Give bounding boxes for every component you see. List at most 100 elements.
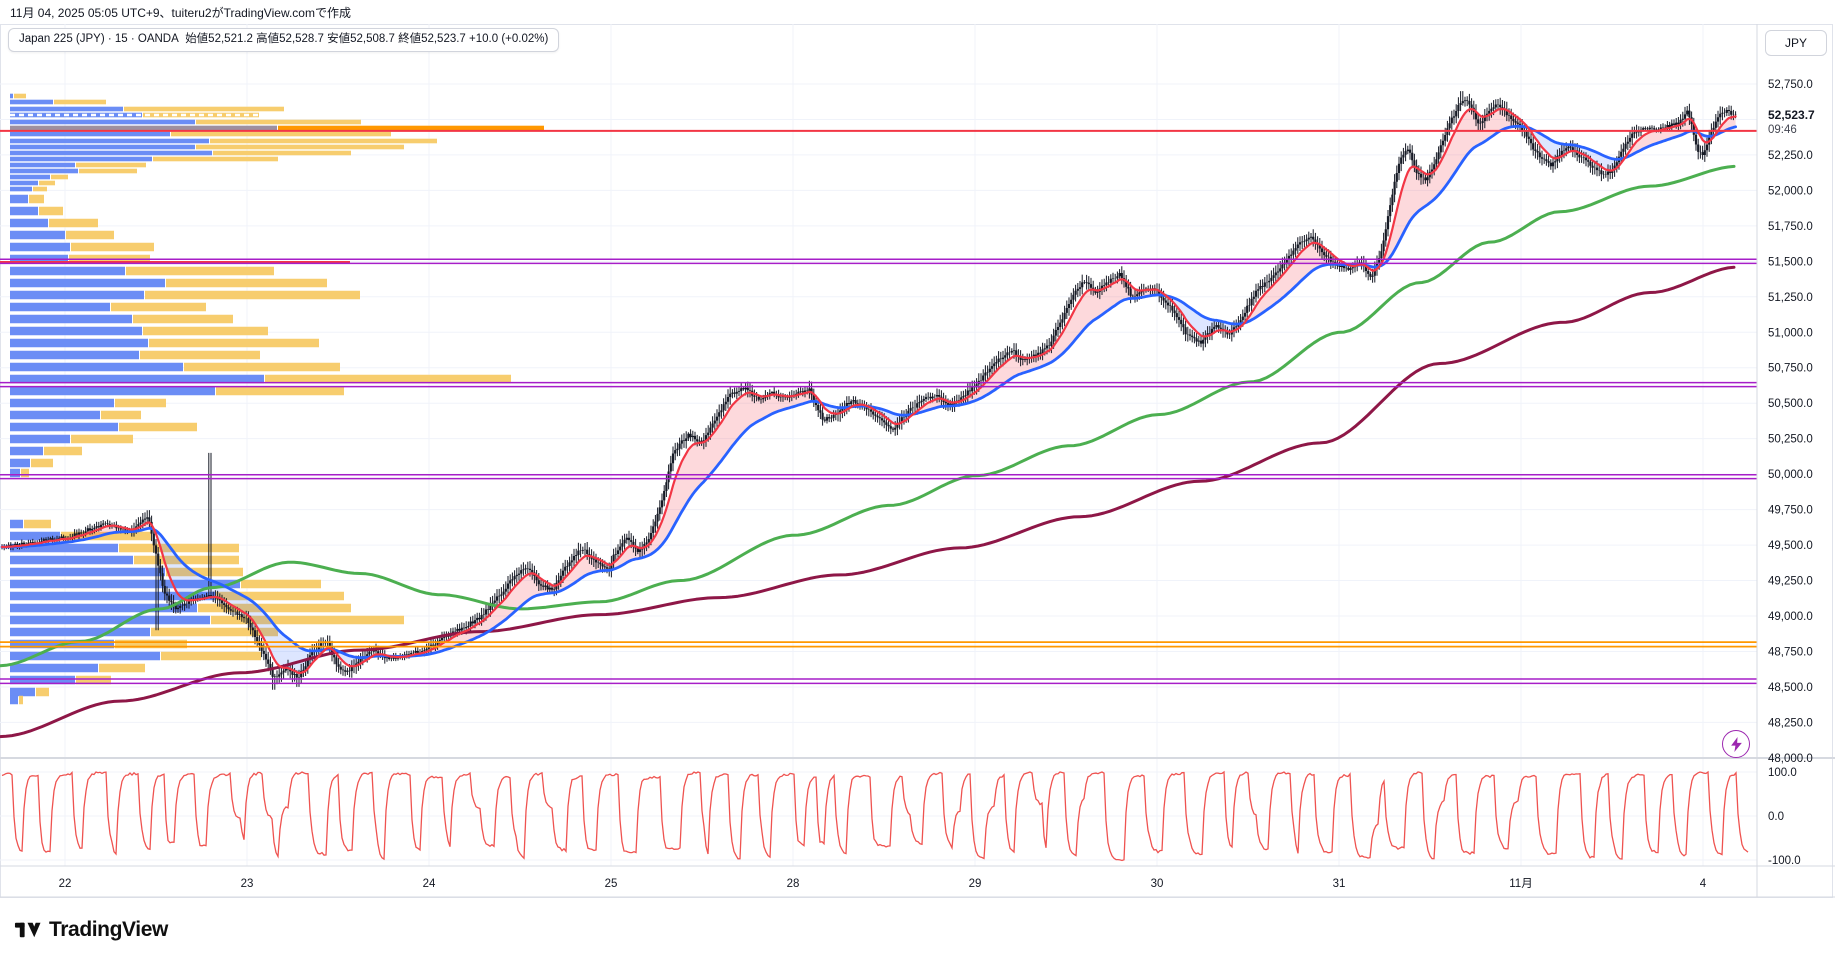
vp-bar-buy xyxy=(10,555,133,565)
vp-bar-sell xyxy=(265,374,511,384)
vp-bar-buy xyxy=(10,687,35,697)
vp-bar-sell xyxy=(134,555,239,565)
vp-bar-sell xyxy=(54,99,106,105)
current-price-label: 52,523.7 xyxy=(1768,108,1815,122)
time-axis-label[interactable]: 23 xyxy=(241,878,254,890)
tradingview-mark-icon xyxy=(14,922,41,938)
vp-bar-sell xyxy=(36,687,49,697)
vp-bar-sell xyxy=(99,663,145,673)
vp-bar-sell xyxy=(213,150,351,156)
lightning-icon xyxy=(1730,736,1742,752)
vp-bar-buy xyxy=(10,278,165,288)
price-axis-label: 52,250.0 xyxy=(1768,150,1813,162)
price-axis-label: 51,750.0 xyxy=(1768,221,1813,233)
vp-bar-sell xyxy=(101,410,141,420)
time-axis[interactable]: 22 23 24 25 28 29 30 31 11月 4 xyxy=(59,878,1707,890)
vp-bar-buy xyxy=(10,543,118,553)
vp-bar-buy xyxy=(10,206,38,216)
price-axis-label: 52,750.0 xyxy=(1768,79,1813,91)
vp-bar-buy xyxy=(10,386,215,396)
vp-bar-sell xyxy=(143,326,268,336)
ma-slow-line xyxy=(0,164,1736,668)
vp-bar-buy xyxy=(10,194,28,204)
ma-ribbon-fill xyxy=(868,406,915,424)
vp-bar-sell xyxy=(216,386,344,396)
current-price-countdown: 09:46 xyxy=(1768,124,1797,136)
vp-bar-sell xyxy=(24,519,51,529)
time-axis-label[interactable]: 28 xyxy=(787,878,800,890)
vp-bar-sell xyxy=(31,458,53,468)
price-axis-label: 48,750.0 xyxy=(1768,646,1813,658)
vp-bar-sell xyxy=(19,695,23,705)
vp-bar-buy xyxy=(10,144,195,150)
vp-bar-buy xyxy=(10,338,148,348)
vp-bar-sell xyxy=(71,242,154,252)
vp-bar-sell xyxy=(61,531,151,541)
time-axis-label[interactable]: 24 xyxy=(423,878,436,890)
price-axis-label: 49,750.0 xyxy=(1768,505,1813,517)
oscillator-line xyxy=(1,770,1749,862)
vp-bar-buy xyxy=(10,119,195,125)
currency-button[interactable]: JPY xyxy=(1765,30,1827,56)
vp-bar-buy xyxy=(10,168,78,174)
time-axis-label[interactable]: 4 xyxy=(1700,878,1707,890)
vp-bar-buy xyxy=(10,350,139,360)
vp-bar-sell xyxy=(39,180,55,186)
vp-bar-sell xyxy=(145,290,360,300)
chart-canvas[interactable]: 52,750.0 52,250.0 52,000.0 51,750.0 51,500.0… xyxy=(0,24,1835,898)
vp-bar-sell xyxy=(153,156,278,162)
vp-bar-sell xyxy=(166,278,327,288)
time-axis-label[interactable]: 29 xyxy=(969,878,982,890)
pane-separators xyxy=(0,24,1835,898)
time-axis-label[interactable]: 22 xyxy=(59,878,72,890)
vp-bar-buy xyxy=(10,374,264,384)
vp-bar-buy xyxy=(10,242,70,252)
price-axis-label: 51,250.0 xyxy=(1768,292,1813,304)
gridlines xyxy=(0,24,1757,866)
oscillator-axis-label: 100.0 xyxy=(1768,767,1797,779)
price-axis-label: 49,250.0 xyxy=(1768,576,1813,588)
vp-bar-buy xyxy=(10,180,38,186)
vp-bar-sell xyxy=(44,446,82,456)
vp-bar-sell xyxy=(71,434,133,444)
vp-bar-buy xyxy=(10,290,144,300)
vp-bar-buy xyxy=(10,422,118,432)
vp-bar-buy xyxy=(10,162,75,168)
volume-profile xyxy=(10,93,544,705)
oscillator-pane[interactable] xyxy=(1,770,1749,862)
tradingview-logo[interactable]: TradingView xyxy=(14,916,168,943)
vp-bar-sell xyxy=(184,362,340,372)
vp-bar-sell xyxy=(171,131,391,137)
symbol-title: Japan 225 (JPY) · 15 · OANDA xyxy=(19,33,179,45)
price-axis-label: 48,250.0 xyxy=(1768,717,1813,729)
symbol-legend[interactable]: Japan 225 (JPY) · 15 · OANDA 始値52,521.2 … xyxy=(8,28,560,52)
time-axis-label[interactable]: 31 xyxy=(1333,878,1346,890)
boost-button[interactable] xyxy=(1722,730,1750,758)
vp-bar-sell xyxy=(115,398,166,408)
vp-bar-buy xyxy=(10,410,100,420)
vp-bar-sell xyxy=(39,206,63,216)
vp-bar-sell xyxy=(21,468,29,478)
vp-bar-buy xyxy=(10,131,170,137)
vp-bar-sell xyxy=(29,194,44,204)
price-axis-label: 50,250.0 xyxy=(1768,434,1813,446)
time-axis-label[interactable]: 11月 xyxy=(1509,878,1532,890)
price-axis[interactable]: 52,750.0 52,250.0 52,000.0 51,750.0 51,500.0… xyxy=(1768,79,1815,867)
vp-bar-buy xyxy=(10,99,53,105)
vp-bar-buy xyxy=(10,651,160,661)
vp-bar-buy xyxy=(10,93,13,99)
time-axis-label[interactable]: 25 xyxy=(605,878,618,890)
price-pane[interactable] xyxy=(0,91,1737,739)
price-axis-label: 52,000.0 xyxy=(1768,185,1813,197)
time-axis-label[interactable]: 30 xyxy=(1151,878,1164,890)
vp-bar-buy xyxy=(10,398,114,408)
vp-bar-buy xyxy=(10,675,75,685)
vp-bar-buy xyxy=(10,627,150,637)
vp-bar-buy xyxy=(10,186,32,192)
price-axis-label: 48,500.0 xyxy=(1768,682,1813,694)
price-axis-label: 50,000.0 xyxy=(1768,469,1813,481)
price-axis-label: 48,000.0 xyxy=(1768,753,1813,765)
horizontal-lines[interactable] xyxy=(0,129,1757,685)
vp-bar-sell xyxy=(119,422,197,432)
vp-bar-buy xyxy=(10,591,215,601)
